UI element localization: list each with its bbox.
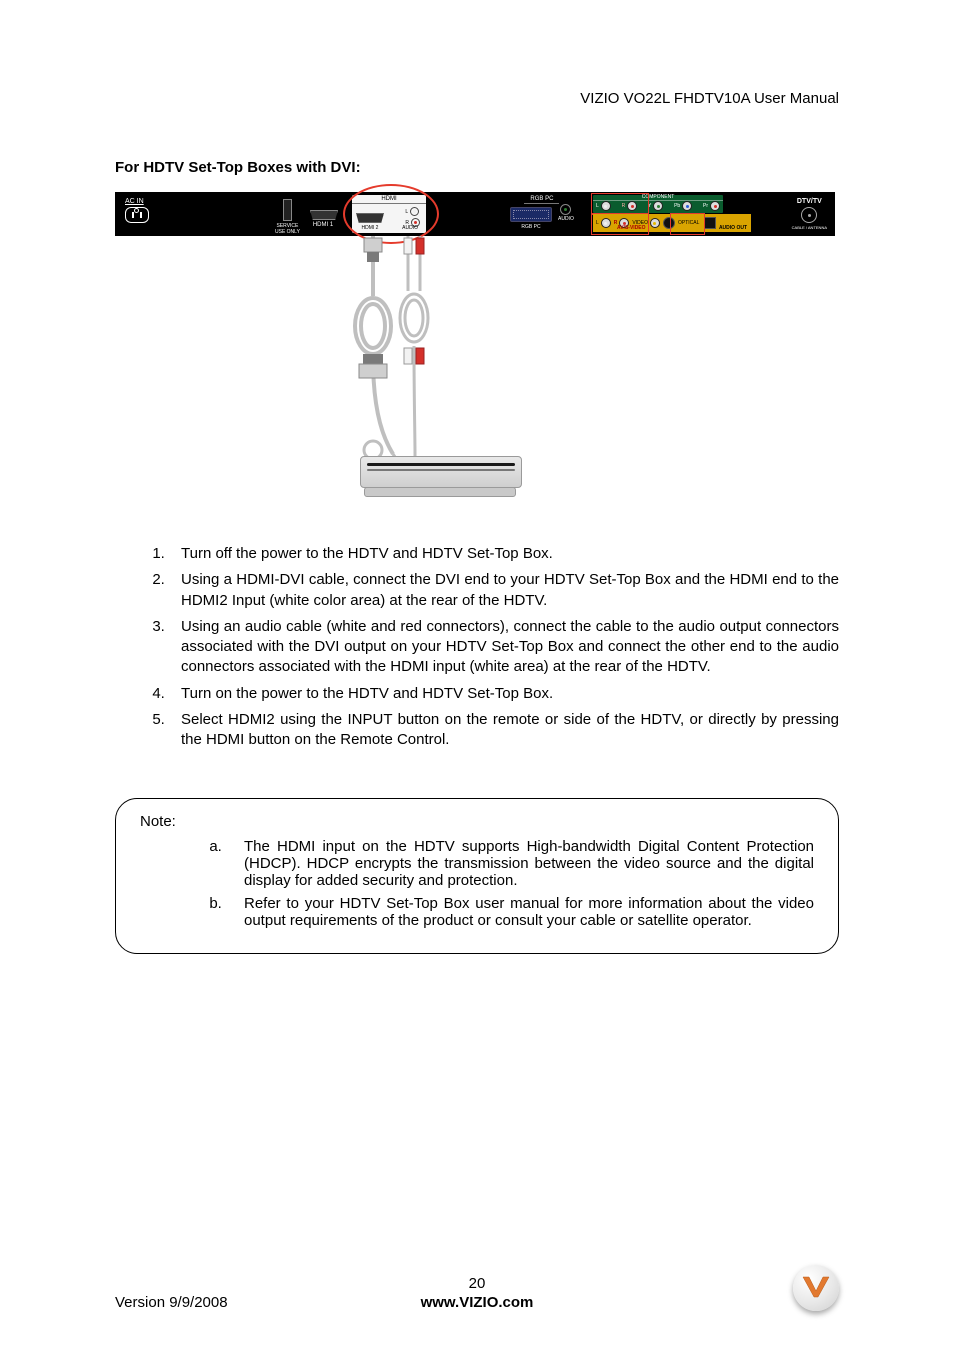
label-ac-in: AC IN bbox=[125, 198, 149, 205]
set-top-box-icon bbox=[360, 456, 520, 502]
step-2: Using a HDMI-DVI cable, connect the DVI … bbox=[169, 570, 839, 611]
tv-back-panel: AC IN SERVICEUSE ONLY HDMI 1 HDMI HDMI 2 bbox=[115, 192, 835, 236]
section-title: For HDTV Set-Top Boxes with DVI: bbox=[115, 159, 839, 176]
step-3: Using an audio cable (white and red conn… bbox=[169, 617, 839, 678]
highlight-ellipse bbox=[343, 184, 439, 244]
step-4: Turn on the power to the HDTV and HDTV S… bbox=[169, 684, 839, 704]
port-rgb-pc: RGB PC RGB PC AUDIO bbox=[510, 196, 574, 230]
label-rgb-audio: AUDIO bbox=[558, 216, 574, 222]
port-optical bbox=[704, 217, 716, 229]
step-1: Turn off the power to the HDTV and HDTV … bbox=[169, 544, 839, 564]
port-hdmi1: HDMI 1 bbox=[310, 210, 336, 228]
footer-page-number: 20 bbox=[115, 1275, 839, 1292]
vizio-logo-icon bbox=[793, 1265, 839, 1311]
note-b: Refer to your HDTV Set-Top Box user manu… bbox=[226, 895, 814, 929]
note-title: Note: bbox=[140, 813, 814, 830]
highlight-box-3 bbox=[670, 213, 705, 235]
label-rgb-sub: RGB PC bbox=[510, 224, 552, 230]
highlight-box-1 bbox=[591, 193, 649, 215]
label-hdmi1: HDMI 1 bbox=[310, 222, 336, 228]
label-comp-Pb: Pb bbox=[674, 203, 680, 209]
label-dtv-sub: CABLE / ANTENNA bbox=[792, 225, 827, 230]
highlight-box-2 bbox=[591, 213, 649, 235]
port-service: SERVICEUSE ONLY bbox=[275, 199, 300, 235]
note-a: The HDMI input on the HDTV supports High… bbox=[226, 838, 814, 889]
step-5: Select HDMI2 using the INPUT button on t… bbox=[169, 710, 839, 751]
cable-diagram bbox=[115, 236, 835, 516]
hdmi-connector-icon bbox=[364, 238, 382, 262]
connection-diagram: AC IN SERVICEUSE ONLY HDMI 1 HDMI HDMI 2 bbox=[115, 192, 839, 516]
note-box: Note: The HDMI input on the HDTV support… bbox=[115, 798, 839, 954]
label-comp-Pr: Pr bbox=[703, 203, 708, 209]
header-manual-title: VIZIO VO22L FHDTV10A User Manual bbox=[115, 90, 839, 107]
footer-url: www.VIZIO.com bbox=[115, 1294, 839, 1311]
label-rgb-title: RGB PC bbox=[524, 196, 559, 204]
label-audio-out: AUDIO OUT bbox=[719, 225, 747, 231]
steps-list: Turn off the power to the HDTV and HDTV … bbox=[115, 544, 839, 750]
port-dtv: DTV/TV CABLE / ANTENNA bbox=[792, 198, 827, 230]
label-service-2: USE ONLY bbox=[275, 229, 300, 235]
page-footer: Version 9/9/2008 20 www.VIZIO.com bbox=[115, 1265, 839, 1311]
port-ac-in: AC IN bbox=[125, 198, 149, 223]
label-dtv-title: DTV/TV bbox=[792, 198, 827, 205]
